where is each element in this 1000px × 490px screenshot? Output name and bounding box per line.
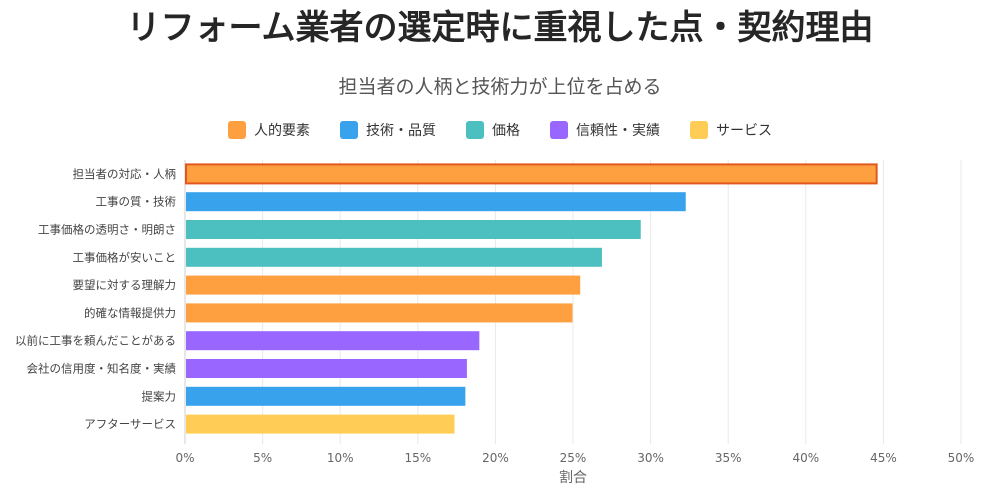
bar [186,303,573,323]
bar [185,163,878,185]
legend-swatch [228,121,246,139]
legend-label: 信頼性・実績 [576,123,660,139]
category-label: 工事価格の透明さ・明朗さ [38,223,176,237]
category-label: 工事の質・技術 [96,195,177,209]
bar [186,386,466,406]
bar [186,414,455,434]
legend-item-service[interactable]: サービス [690,120,772,140]
category-label: 以前に工事を頼んだことがある [15,334,176,348]
bar [186,220,641,239]
legend-item-human[interactable]: 人的要素 [228,120,310,140]
bar [186,331,480,351]
x-tick-label: 40% [792,451,819,465]
category-label: 工事価格が安いこと [73,250,177,264]
x-tick-label: 20% [482,451,509,465]
category-label: 提案力 [142,389,177,403]
x-tick-label: 35% [715,451,742,465]
x-tick-label: 10% [327,451,354,465]
bar [186,247,602,267]
bar [186,192,686,212]
x-tick-label: 50% [948,451,975,465]
legend-item-price[interactable]: 価格 [466,120,520,140]
chart-legend: 人的要素 技術・品質 価格 信頼性・実績 サービス [0,117,1000,143]
category-label: 担当者の対応・人柄 [73,167,177,181]
legend-label: 価格 [492,123,520,139]
legend-swatch [550,121,568,139]
legend-swatch [690,121,708,139]
legend-label: サービス [716,123,772,139]
chart-subtitle: 担当者の人柄と技術力が上位を占める [338,76,662,98]
legend-item-trust[interactable]: 信頼性・実績 [550,120,660,140]
x-tick-label: 0% [175,451,194,465]
bar [186,275,581,295]
x-tick-label: 45% [870,451,897,465]
x-tick-label: 15% [404,451,431,465]
legend-label: 技術・品質 [366,123,436,139]
x-tick-label: 30% [637,451,664,465]
legend-item-technical[interactable]: 技術・品質 [340,120,436,140]
bar [186,359,467,378]
category-label: 会社の信用度・知名度・実績 [27,362,177,376]
x-axis-title: 割合 [559,469,587,486]
legend-label: 人的要素 [254,123,310,139]
legend-swatch [466,121,484,139]
x-tick-label: 25% [560,451,587,465]
legend-swatch [340,121,358,139]
category-label: 要望に対する理解力 [73,278,177,292]
category-label: 的確な情報提供力 [84,306,176,320]
x-tick-label: 5% [253,451,272,465]
category-label: アフターサービス [84,417,176,431]
page-title: リフォーム業者の選定時に重視した点・契約理由 [126,8,874,48]
